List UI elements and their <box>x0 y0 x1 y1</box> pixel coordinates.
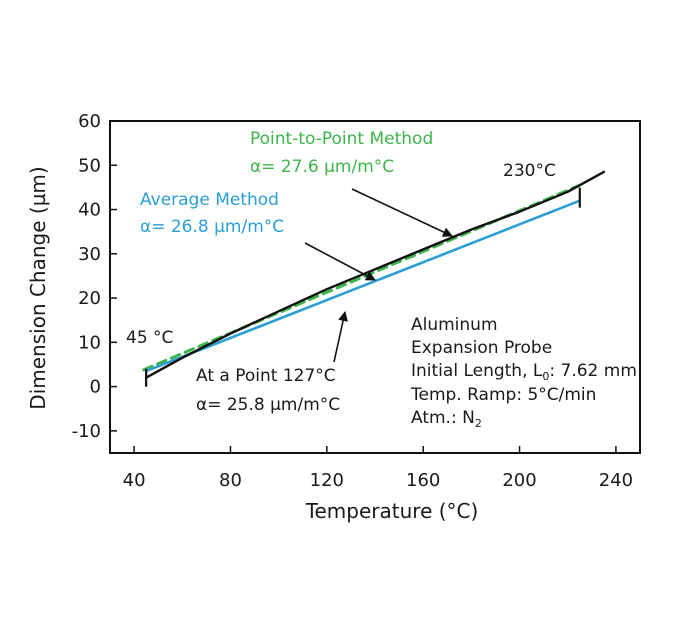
series-layer <box>142 170 606 379</box>
axis-ticks: 40 80 120 160 200 240 60 50 40 30 20 10 0 -10 <box>72 111 633 491</box>
plot-frame <box>109 120 641 454</box>
temp-high-label: 230°C <box>503 161 556 181</box>
annotation-arrows <box>304 188 453 363</box>
point-title: At a Point 127°C <box>196 366 336 386</box>
info-length: Initial Length, L0: 7.62 mm <box>411 361 637 383</box>
x-tick-label: 40 <box>123 470 146 491</box>
average-series-line <box>144 199 582 373</box>
y-tick-label: 10 <box>78 332 101 353</box>
info-material: Aluminum <box>411 315 498 335</box>
ptp-arrow <box>351 188 453 237</box>
x-tick-label: 160 <box>406 470 440 491</box>
ptp-value: α= 27.6 µm/m°C <box>250 157 394 177</box>
y-tick-label: 50 <box>78 155 101 176</box>
point-value: α= 25.8 µm/m°C <box>196 395 340 415</box>
x-tick-label: 200 <box>502 470 536 491</box>
ptp-title: Point-to-Point Method <box>250 129 433 149</box>
info-probe: Expansion Probe <box>411 338 552 358</box>
avg-arrow <box>304 242 376 281</box>
temperature-markers <box>145 187 581 387</box>
info-atmosphere: Atm.: N2 <box>411 408 482 430</box>
y-axis-title: Dimension Change (µm) <box>26 166 50 409</box>
y-tick-label: -10 <box>72 421 101 442</box>
y-tick-label: 20 <box>78 288 101 309</box>
y-tick-label: 0 <box>90 377 101 398</box>
point-arrow <box>333 311 348 363</box>
y-tick-label: 30 <box>78 244 101 265</box>
temp-low-label: 45 °C <box>126 328 173 348</box>
x-tick-label: 80 <box>219 470 242 491</box>
avg-title: Average Method <box>140 190 279 210</box>
y-tick-label: 60 <box>78 111 101 132</box>
y-tick-label: 40 <box>78 200 101 221</box>
x-tick-label: 240 <box>599 470 633 491</box>
x-tick-label: 120 <box>310 470 344 491</box>
measured-series-line <box>144 170 606 379</box>
avg-value: α= 26.8 µm/m°C <box>140 217 284 237</box>
info-ramp: Temp. Ramp: 5°C/min <box>410 385 596 405</box>
x-axis-title: Temperature (°C) <box>305 499 479 523</box>
